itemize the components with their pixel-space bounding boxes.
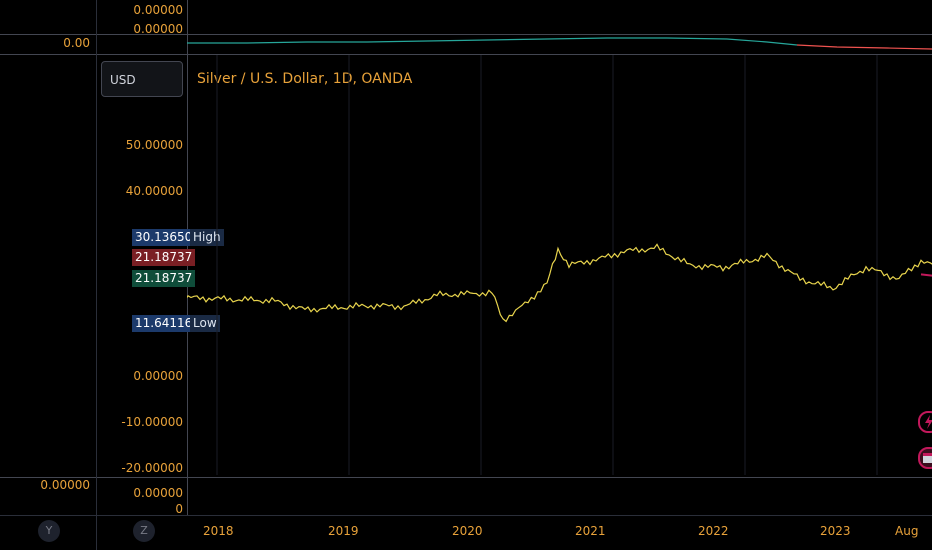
- left-axis-border: [96, 0, 97, 550]
- moving-average-line: [920, 273, 932, 277]
- low-label-tag: Low: [190, 315, 220, 332]
- top-pane-label-b: 0.00000: [133, 22, 183, 36]
- top-pane-border: [0, 34, 932, 35]
- calendar-icon[interactable]: [918, 447, 932, 469]
- high-label-tag: High: [190, 229, 224, 246]
- top-oscillator-negative: [796, 44, 932, 50]
- time-label-2018: 2018: [203, 524, 234, 538]
- price-axis-label-neg10: -10.00000: [121, 415, 183, 429]
- price-line-series: [187, 243, 932, 323]
- bottom-pane-left-value: 0.00000: [40, 478, 90, 492]
- time-label-2022: 2022: [698, 524, 729, 538]
- time-label-2020: 2020: [452, 524, 483, 538]
- price-axis-label-50: 50.00000: [125, 138, 183, 152]
- lightning-icon[interactable]: [918, 411, 932, 433]
- time-label-2021: 2021: [575, 524, 606, 538]
- top-pane-left-value: 0.00: [63, 36, 90, 50]
- time-label-2023: 2023: [820, 524, 851, 538]
- top-oscillator-positive: [187, 37, 798, 46]
- bottom-pane-label-a: 0.00000: [133, 486, 183, 500]
- high-price-tag: 30.13650: [132, 229, 196, 246]
- price-axis-label-40: 40.00000: [125, 184, 183, 198]
- chart-title: Silver / U.S. Dollar, 1D, OANDA: [197, 71, 413, 87]
- top-oscillator: [187, 37, 932, 50]
- z-axis-toggle-button[interactable]: Z: [133, 520, 155, 542]
- currency-unit-button[interactable]: USD: [101, 61, 183, 97]
- top-pane-divider: [0, 54, 932, 55]
- price-axis-label-neg20: -20.00000: [121, 461, 183, 475]
- last-price-green-tag: 21.18737: [132, 270, 196, 287]
- price-chart[interactable]: [187, 55, 932, 475]
- time-axis-divider: [0, 515, 932, 516]
- price-axis-label-0: 0.00000: [133, 369, 183, 383]
- y-axis-toggle-button[interactable]: Y: [38, 520, 60, 542]
- bottom-pane-label-b: 0: [175, 502, 183, 516]
- time-label-aug: Aug: [895, 524, 919, 538]
- top-pane-label-a: 0.00000: [133, 3, 183, 17]
- bottom-pane-divider: [0, 477, 932, 478]
- time-label-2019: 2019: [328, 524, 359, 538]
- last-price-red-tag: 21.18737: [132, 249, 196, 266]
- low-price-tag: 11.64116: [132, 315, 196, 332]
